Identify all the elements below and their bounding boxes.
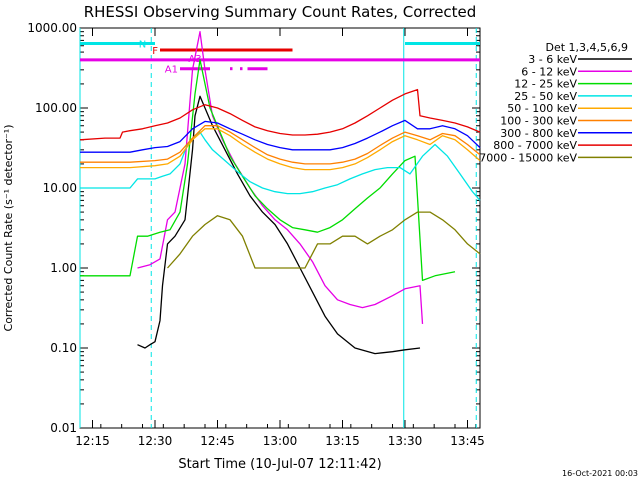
x-tick-label: 13:30	[388, 434, 423, 448]
legend-entry: 6 - 12 keV	[521, 65, 577, 78]
y-axis-label: Corrected Count Rate (s⁻¹ detector⁻¹)	[2, 125, 15, 332]
series-line	[137, 31, 424, 324]
attenuator-label: F	[152, 46, 158, 57]
series-line	[137, 95, 421, 355]
legend-entry: 3 - 6 keV	[528, 53, 577, 66]
x-tick-label: 13:45	[450, 434, 485, 448]
plot-area: 0.01 0.10 1.00 10.00 100.00 1000.00 12:15 12:30…	[27, 21, 484, 448]
series-line	[79, 88, 481, 141]
y-tick-label: 1000.00	[27, 21, 77, 35]
series-line	[80, 119, 481, 153]
legend-header: Det 1,3,4,5,6,9	[545, 41, 628, 54]
legend-entry: 100 - 300 keV	[500, 115, 577, 128]
legend-entry: 12 - 25 keV	[514, 78, 577, 91]
chart-title: RHESSI Observing Summary Count Rates, Co…	[84, 3, 477, 21]
x-tick-label: 13:15	[325, 434, 360, 448]
y-tick-label: 0.01	[50, 421, 77, 435]
series-line	[80, 125, 481, 165]
y-tick-label: 1.00	[50, 261, 77, 275]
attenuator-label: N	[139, 40, 146, 51]
legend-entry: 25 - 50 keV	[514, 90, 577, 103]
x-axis-label: Start Time (10-Jul-07 12:11:42)	[178, 457, 381, 472]
legend-entry: 7000 - 15000 keV	[479, 151, 577, 164]
y-tick-label: 10.00	[43, 181, 77, 195]
legend-entry: 50 - 100 keV	[507, 102, 577, 115]
legend-entry: 800 - 7000 keV	[493, 139, 577, 152]
x-tick-label: 13:00	[263, 434, 298, 448]
x-tick-label: 12:15	[75, 434, 110, 448]
series-line	[80, 59, 456, 282]
y-tick-label: 100.00	[35, 101, 77, 115]
attenuator-label: A1	[165, 65, 178, 76]
plot-frame	[79, 27, 481, 429]
series-line	[167, 211, 481, 269]
legend-entry: 300 - 800 keV	[500, 127, 577, 140]
x-tick-label: 12:30	[138, 434, 173, 448]
series-line	[80, 131, 481, 201]
series-line	[80, 128, 481, 171]
x-tick-label: 12:45	[200, 434, 235, 448]
y-tick-label: 0.10	[50, 341, 77, 355]
footer-timestamp: 16-Oct-2021 00:03	[562, 469, 638, 478]
